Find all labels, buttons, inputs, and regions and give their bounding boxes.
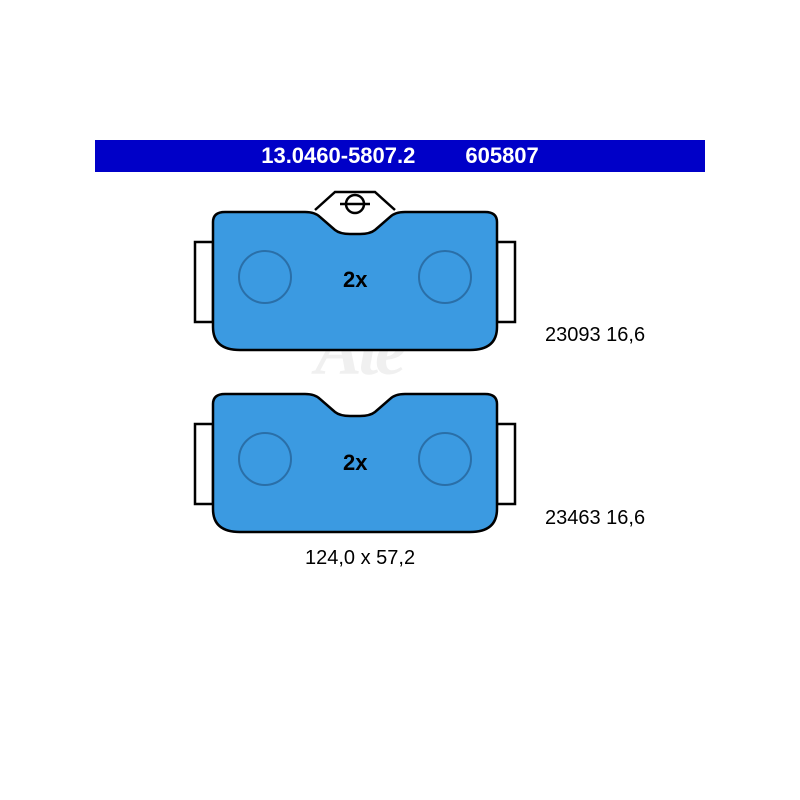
- qty-label-top: 2x: [343, 267, 367, 293]
- part-number: 13.0460-5807.2: [261, 143, 415, 169]
- short-code: 605807: [465, 143, 538, 169]
- dimensions-label: 124,0 x 57,2: [305, 547, 415, 570]
- part-ref-bottom: 23463 16,6: [545, 507, 645, 530]
- qty-label-bottom: 2x: [343, 450, 367, 476]
- diagram-area: Ate 2x 23093 16,6 2x 23463: [95, 172, 705, 672]
- header-bar: 13.0460-5807.2 605807: [95, 140, 705, 172]
- part-ref-top: 23093 16,6: [545, 324, 645, 347]
